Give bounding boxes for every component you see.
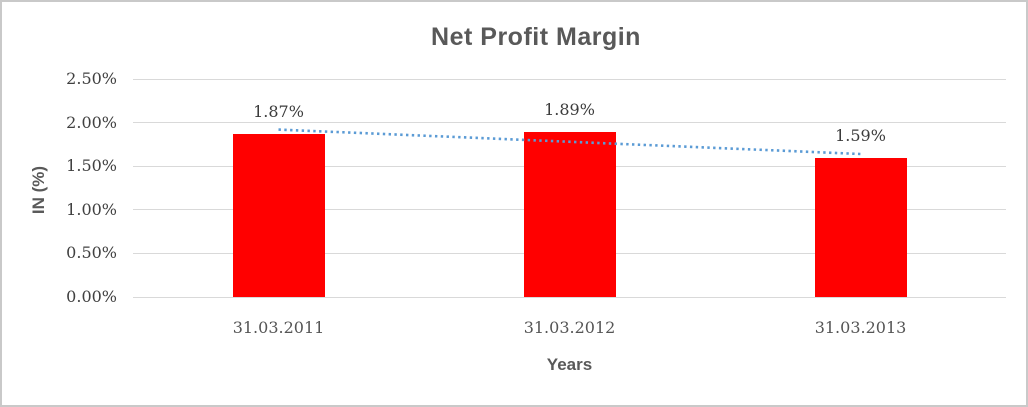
chart-title: Net Profit Margin	[431, 23, 641, 51]
y-tick-label: 2.50%	[66, 69, 117, 88]
gridline	[133, 78, 1006, 80]
data-label: 1.59%	[835, 126, 886, 146]
category-label: 31.03.2013	[814, 318, 907, 337]
data-label: 1.89%	[544, 100, 595, 120]
category-label: 31.03.2011	[232, 318, 325, 337]
gridline	[133, 122, 1006, 124]
bar	[814, 158, 907, 297]
y-tick-label: 1.50%	[66, 156, 117, 176]
category-label: 31.03.2012	[523, 318, 616, 337]
bar	[523, 132, 616, 297]
y-tick-label: 0.50%	[66, 243, 117, 263]
x-axis-title: Years	[546, 355, 593, 374]
data-label: 1.87%	[253, 101, 304, 121]
y-tick-label: 2.00%	[66, 112, 117, 132]
gridline	[133, 296, 1006, 298]
bar	[232, 133, 325, 297]
y-tick-label: 0.00%	[66, 287, 117, 306]
y-tick-label: 1.00%	[66, 199, 117, 219]
